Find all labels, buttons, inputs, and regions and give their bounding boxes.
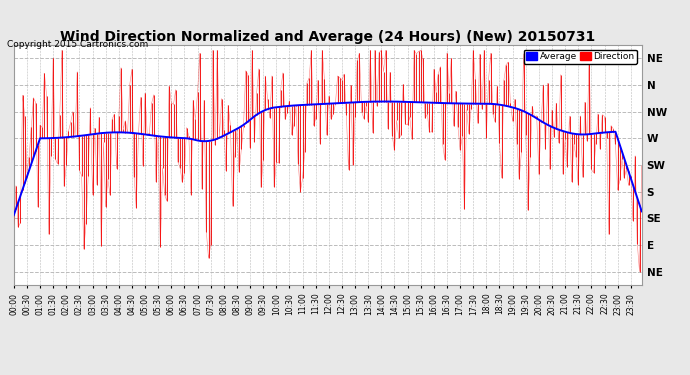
Title: Wind Direction Normalized and Average (24 Hours) (New) 20150731: Wind Direction Normalized and Average (2… (60, 30, 595, 44)
Text: Copyright 2015 Cartronics.com: Copyright 2015 Cartronics.com (7, 40, 148, 49)
Legend: Average, Direction: Average, Direction (524, 50, 637, 64)
